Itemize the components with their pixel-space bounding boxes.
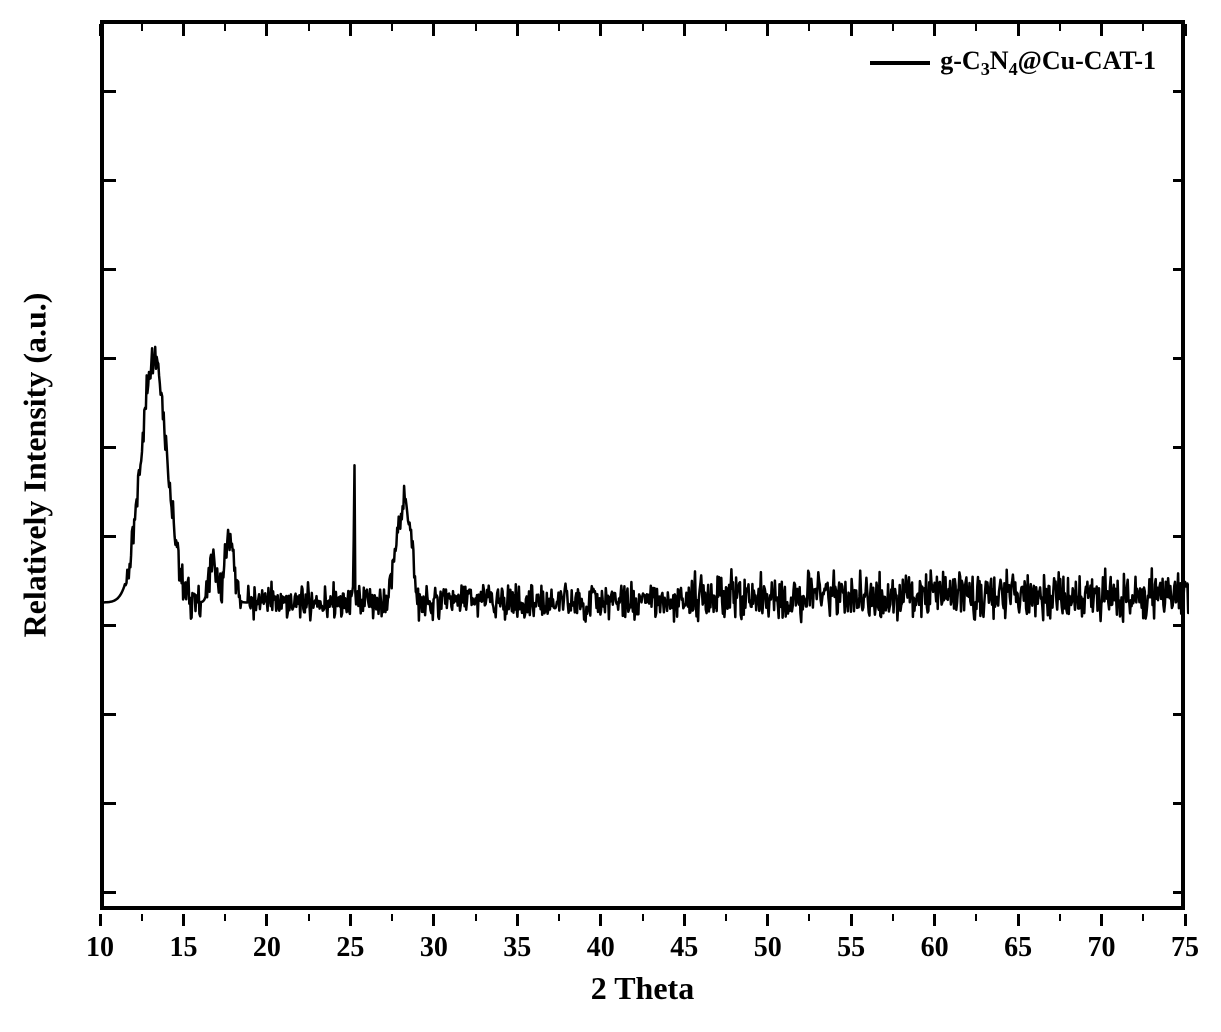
x-tick-label: 15 bbox=[169, 932, 197, 964]
x-tick-label: 75 bbox=[1171, 932, 1199, 964]
x-tick-top bbox=[683, 24, 686, 36]
x-minor-tick bbox=[391, 914, 393, 921]
y-tick bbox=[1173, 624, 1185, 627]
x-tick bbox=[265, 914, 268, 926]
y-tick bbox=[1173, 802, 1185, 805]
x-minor-tick bbox=[308, 914, 310, 921]
x-tick-top bbox=[99, 24, 102, 36]
x-minor-tick bbox=[475, 24, 477, 31]
xrd-series-path bbox=[104, 347, 1189, 622]
x-tick-label: 60 bbox=[921, 932, 949, 964]
x-tick-label: 10 bbox=[86, 932, 114, 964]
y-tick bbox=[104, 535, 116, 538]
x-tick-top bbox=[182, 24, 185, 36]
x-tick-top bbox=[265, 24, 268, 36]
x-tick-top bbox=[933, 24, 936, 36]
x-minor-tick bbox=[141, 24, 143, 31]
x-minor-tick bbox=[224, 24, 226, 31]
x-minor-tick bbox=[725, 24, 727, 31]
x-tick-label: 40 bbox=[587, 932, 615, 964]
y-tick bbox=[104, 891, 116, 894]
y-tick bbox=[1173, 179, 1185, 182]
y-tick bbox=[104, 268, 116, 271]
x-minor-tick bbox=[892, 24, 894, 31]
x-axis-label: 2 Theta bbox=[591, 970, 694, 1007]
x-minor-tick bbox=[808, 24, 810, 31]
x-tick-top bbox=[516, 24, 519, 36]
x-minor-tick bbox=[308, 24, 310, 31]
xrd-chart: g-C3N4@Cu-CAT-1 Relatively Intensity (a.… bbox=[0, 0, 1221, 1032]
x-minor-tick bbox=[224, 914, 226, 921]
x-tick-top bbox=[1184, 24, 1187, 36]
x-tick bbox=[933, 914, 936, 926]
y-tick bbox=[1173, 90, 1185, 93]
x-tick-label: 30 bbox=[420, 932, 448, 964]
x-tick-label: 50 bbox=[754, 932, 782, 964]
x-tick-top bbox=[349, 24, 352, 36]
y-tick bbox=[1173, 891, 1185, 894]
y-tick bbox=[104, 357, 116, 360]
x-tick bbox=[683, 914, 686, 926]
y-tick bbox=[104, 802, 116, 805]
x-tick-label: 20 bbox=[253, 932, 281, 964]
x-tick-top bbox=[766, 24, 769, 36]
x-tick-label: 45 bbox=[670, 932, 698, 964]
legend: g-C3N4@Cu-CAT-1 bbox=[870, 46, 1156, 80]
x-minor-tick bbox=[1059, 24, 1061, 31]
x-tick-top bbox=[432, 24, 435, 36]
x-tick-label: 35 bbox=[503, 932, 531, 964]
x-tick bbox=[850, 914, 853, 926]
x-tick bbox=[1100, 914, 1103, 926]
x-tick-top bbox=[1100, 24, 1103, 36]
x-tick bbox=[1017, 914, 1020, 926]
x-minor-tick bbox=[141, 914, 143, 921]
y-tick bbox=[1173, 446, 1185, 449]
y-tick bbox=[104, 179, 116, 182]
x-tick-top bbox=[1017, 24, 1020, 36]
x-tick-label: 65 bbox=[1004, 932, 1032, 964]
legend-line-marker bbox=[870, 61, 930, 65]
plot-area: g-C3N4@Cu-CAT-1 bbox=[100, 20, 1185, 910]
y-tick bbox=[1173, 357, 1185, 360]
x-tick-top bbox=[599, 24, 602, 36]
x-tick bbox=[599, 914, 602, 926]
legend-label: g-C3N4@Cu-CAT-1 bbox=[940, 46, 1156, 80]
x-tick bbox=[516, 914, 519, 926]
x-tick-top bbox=[850, 24, 853, 36]
x-minor-tick bbox=[892, 914, 894, 921]
y-tick bbox=[104, 90, 116, 93]
x-tick bbox=[766, 914, 769, 926]
x-minor-tick bbox=[975, 914, 977, 921]
y-axis-label: Relatively Intensity (a.u.) bbox=[17, 293, 54, 638]
x-tick bbox=[349, 914, 352, 926]
x-minor-tick bbox=[475, 914, 477, 921]
x-tick bbox=[432, 914, 435, 926]
x-tick bbox=[99, 914, 102, 926]
x-minor-tick bbox=[975, 24, 977, 31]
x-minor-tick bbox=[1142, 914, 1144, 921]
y-tick bbox=[1173, 268, 1185, 271]
x-tick bbox=[182, 914, 185, 926]
x-minor-tick bbox=[808, 914, 810, 921]
x-minor-tick bbox=[1142, 24, 1144, 31]
x-minor-tick bbox=[642, 914, 644, 921]
y-tick bbox=[1173, 535, 1185, 538]
x-tick-label: 55 bbox=[837, 932, 865, 964]
y-tick bbox=[1173, 713, 1185, 716]
x-tick-label: 25 bbox=[336, 932, 364, 964]
y-tick bbox=[104, 713, 116, 716]
xrd-data-line bbox=[104, 24, 1189, 914]
x-minor-tick bbox=[558, 24, 560, 31]
y-tick bbox=[104, 624, 116, 627]
x-minor-tick bbox=[391, 24, 393, 31]
x-minor-tick bbox=[1059, 914, 1061, 921]
x-minor-tick bbox=[558, 914, 560, 921]
x-tick bbox=[1184, 914, 1187, 926]
x-tick-label: 70 bbox=[1088, 932, 1116, 964]
y-tick bbox=[104, 446, 116, 449]
x-minor-tick bbox=[725, 914, 727, 921]
x-minor-tick bbox=[642, 24, 644, 31]
